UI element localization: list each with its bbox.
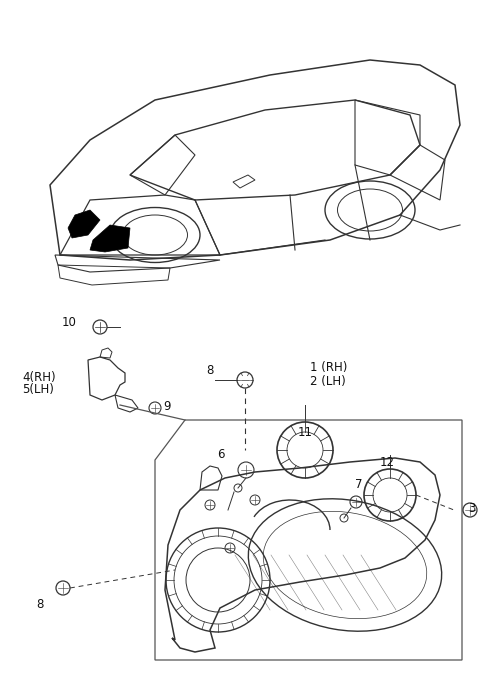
Text: 2 (LH): 2 (LH) [310, 375, 346, 387]
Text: 8: 8 [36, 599, 44, 612]
Text: 6: 6 [217, 448, 225, 460]
Text: 4(RH): 4(RH) [22, 371, 56, 385]
Text: 10: 10 [62, 317, 77, 329]
Text: 11: 11 [298, 425, 312, 439]
Text: 8: 8 [206, 364, 214, 377]
Text: 7: 7 [355, 477, 362, 491]
Text: 12: 12 [380, 456, 395, 468]
Polygon shape [90, 225, 130, 252]
Text: 3: 3 [468, 502, 475, 516]
Text: 5(LH): 5(LH) [22, 383, 54, 396]
Text: 1 (RH): 1 (RH) [310, 362, 348, 375]
Polygon shape [68, 210, 100, 238]
Text: 9: 9 [163, 400, 170, 412]
